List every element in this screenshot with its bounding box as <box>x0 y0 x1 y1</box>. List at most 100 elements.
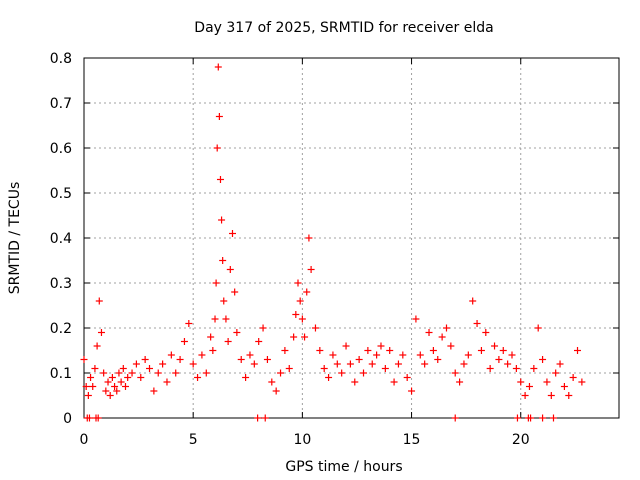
data-point <box>521 392 529 399</box>
data-point <box>141 356 149 363</box>
data-point <box>255 338 263 345</box>
data-point <box>176 356 184 363</box>
data-point <box>242 374 250 381</box>
data-point <box>346 360 354 368</box>
data-point <box>499 347 507 354</box>
data-point <box>82 383 90 390</box>
data-point <box>150 387 158 395</box>
y-tick-label: 0.3 <box>50 276 72 292</box>
data-point <box>194 374 202 381</box>
data-point <box>329 351 337 359</box>
data-point <box>403 374 411 381</box>
data-point <box>185 320 193 327</box>
data-point <box>108 374 116 381</box>
data-point <box>219 257 227 264</box>
chart-title: Day 317 of 2025, SRMTID for receiver eld… <box>194 20 493 36</box>
data-point <box>469 297 477 305</box>
data-point <box>259 324 267 332</box>
data-point <box>486 365 494 372</box>
x-tick-label: 0 <box>80 432 89 448</box>
data-point <box>351 378 359 386</box>
data-point <box>128 369 136 377</box>
data-point <box>381 365 389 372</box>
data-point <box>87 374 95 381</box>
data-point <box>272 387 280 395</box>
data-point <box>137 374 145 381</box>
data-point <box>113 387 121 395</box>
y-tick-label: 0.2 <box>50 321 72 337</box>
data-point <box>198 351 206 359</box>
x-tick-label: 10 <box>293 432 311 448</box>
data-point <box>146 365 154 372</box>
grid-lines <box>84 58 619 418</box>
data-point <box>552 369 560 377</box>
data-point <box>447 342 455 350</box>
data-point <box>263 356 271 363</box>
data-point <box>216 176 224 183</box>
data-point <box>301 333 309 341</box>
data-point <box>97 329 105 336</box>
data-point <box>525 383 533 390</box>
data-point <box>100 369 108 377</box>
data-point <box>364 347 372 354</box>
data-point <box>342 342 350 350</box>
data-point <box>373 351 381 359</box>
data-point <box>320 365 328 372</box>
data-point <box>117 378 125 386</box>
data-point <box>84 392 92 399</box>
data-point <box>215 113 223 120</box>
data-point <box>495 356 503 363</box>
data-point <box>228 230 236 237</box>
data-point <box>556 360 564 368</box>
data-point <box>412 315 420 323</box>
data-point <box>254 414 262 422</box>
data-point <box>399 351 407 359</box>
data-point <box>250 360 258 368</box>
data-point <box>268 378 276 386</box>
y-tick-label: 0.7 <box>50 96 72 112</box>
data-point <box>316 347 324 354</box>
data-point <box>94 414 102 422</box>
data-point <box>451 369 459 377</box>
data-point <box>539 414 547 422</box>
data-point <box>451 414 459 422</box>
data-point <box>477 347 485 354</box>
data-point <box>394 360 402 368</box>
data-point <box>224 338 232 345</box>
tick-labels: 0 0.1 0.2 0.3 0.4 0.5 0.6 0.7 0.8 0 5 10 15 20 <box>50 51 530 448</box>
data-point <box>508 351 516 359</box>
data-point <box>80 356 88 363</box>
data-point <box>93 342 101 350</box>
data-point <box>211 315 219 323</box>
data-point <box>482 329 490 336</box>
data-point <box>102 387 110 395</box>
data-point <box>163 378 171 386</box>
data-point <box>333 360 341 368</box>
data-point <box>460 360 468 368</box>
data-point <box>307 266 315 273</box>
data-point <box>360 369 368 377</box>
data-point <box>261 414 269 422</box>
data-point <box>539 356 547 363</box>
data-point <box>504 360 512 368</box>
data-point <box>119 365 127 372</box>
data-point <box>189 360 197 368</box>
data-point <box>233 329 241 336</box>
x-tick-label: 15 <box>403 432 421 448</box>
data-point <box>159 360 167 368</box>
data-point <box>434 356 442 363</box>
data-point <box>172 369 180 377</box>
data-point <box>416 351 424 359</box>
data-point <box>491 342 499 350</box>
data-point <box>574 347 582 354</box>
data-point <box>132 360 140 368</box>
data-point <box>390 378 398 386</box>
data-point <box>294 279 302 287</box>
data-point <box>543 378 551 386</box>
data-point <box>425 329 433 336</box>
data-point <box>355 356 363 363</box>
data-point <box>534 324 542 332</box>
data-point <box>167 351 175 359</box>
